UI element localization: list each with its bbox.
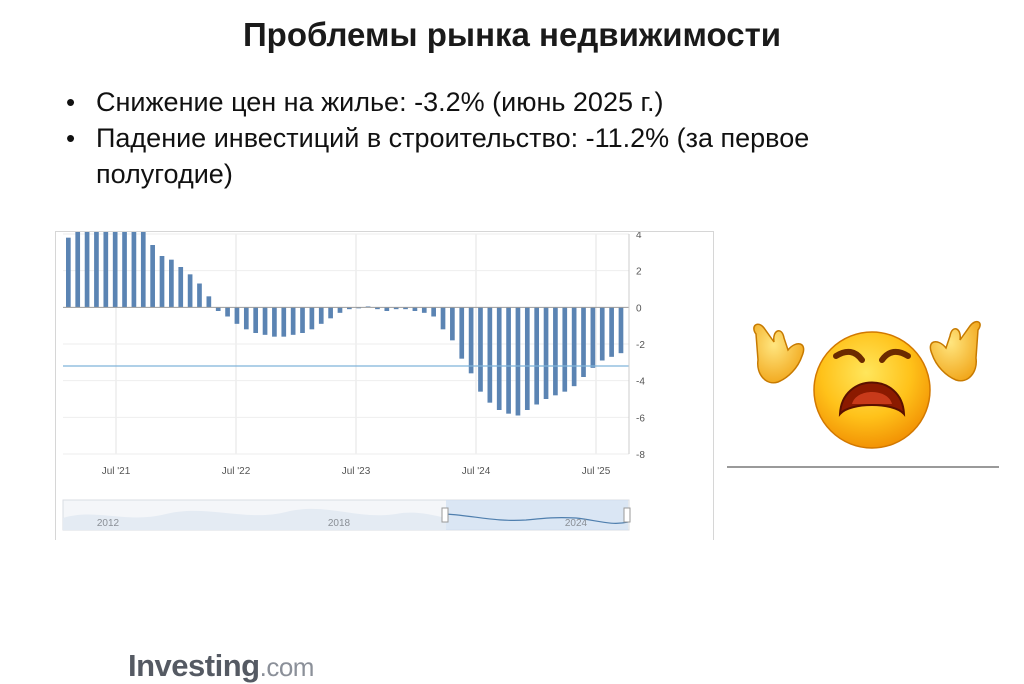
chart-bar xyxy=(599,307,605,361)
x-tick-label: Jul '22 xyxy=(222,466,251,477)
navigator-handle-right[interactable] xyxy=(623,507,631,523)
chart-bar xyxy=(403,307,408,310)
chart-bar xyxy=(159,256,165,308)
chart-bar xyxy=(618,307,624,354)
bullet-list: • Снижение цен на жилье: -3.2% (июнь 202… xyxy=(64,84,944,192)
y-tick-label: -8 xyxy=(636,450,645,461)
y-tick-label: -4 xyxy=(636,377,645,388)
chart-bar xyxy=(431,307,436,317)
chart-widget: Jul '21 Jul '22 Jul '23 Jul '24 Jul '25 4 2 0 -2… xyxy=(55,231,714,683)
chart-bar xyxy=(553,307,558,396)
chart-bar xyxy=(75,232,81,308)
divider-line xyxy=(727,466,999,468)
chart-bar xyxy=(169,259,174,308)
chart-bar xyxy=(187,274,193,308)
navigator-label: 2018 xyxy=(328,518,351,529)
x-tick-label: Jul '21 xyxy=(102,466,131,477)
chart-bar xyxy=(66,237,71,308)
chart-bar xyxy=(84,232,90,308)
y-tick-label: -2 xyxy=(636,340,645,351)
chart-bar xyxy=(496,307,502,410)
chart-bar xyxy=(262,307,268,335)
chart-bar xyxy=(384,307,390,311)
chart-bar xyxy=(459,307,465,359)
bullet-text: Падение инвестиций в строительство: -11.… xyxy=(96,123,810,189)
chart-bar xyxy=(94,232,99,308)
investing-logo: Investing.com xyxy=(128,648,314,684)
chart-bar xyxy=(131,232,137,308)
chart-bar xyxy=(347,307,352,310)
chart-bar xyxy=(450,307,455,341)
chart-bar xyxy=(524,307,530,410)
y-tick-label: 2 xyxy=(636,267,642,278)
bullet-text: Снижение цен на жилье: -3.2% (июнь 2025 … xyxy=(96,87,664,117)
chart-bar xyxy=(534,307,540,405)
bullet-item: • Снижение цен на жилье: -3.2% (июнь 202… xyxy=(64,84,944,120)
chart-bar xyxy=(206,296,212,308)
chart-bar xyxy=(272,307,277,337)
chart-bar xyxy=(178,267,184,308)
chart-bar xyxy=(215,307,221,311)
chart-bar xyxy=(243,307,249,330)
chart-bar xyxy=(309,307,315,330)
chart-bar xyxy=(234,307,240,324)
logo-brand: Investing xyxy=(128,648,260,683)
bar-chart: Jul '21 Jul '22 Jul '23 Jul '24 Jul '25 4 2 0 -2… xyxy=(62,232,645,531)
x-tick-label: Jul '24 xyxy=(462,466,491,477)
chart-bar xyxy=(318,307,324,324)
chart-bar xyxy=(571,307,577,387)
chart-bar xyxy=(440,307,446,330)
logo-suffix: .com xyxy=(259,652,315,682)
chart-bar xyxy=(468,307,474,374)
navigator-label: 2024 xyxy=(565,518,588,529)
chart-bar xyxy=(609,307,614,357)
bullet-item: • Падение инвестиций в строительство: -1… xyxy=(64,120,944,192)
chart-bar xyxy=(300,307,305,333)
chart-bar xyxy=(590,307,596,368)
right-hand-icon xyxy=(929,320,981,382)
navigator-selection xyxy=(446,500,628,530)
chart-bar xyxy=(337,307,343,313)
chart-bar xyxy=(478,307,483,392)
chart-bar xyxy=(412,307,418,311)
chart-bar xyxy=(562,307,568,392)
chart-bar xyxy=(225,307,230,317)
x-tick-label: Jul '23 xyxy=(342,466,371,477)
chart-bar xyxy=(506,307,511,414)
chart-bar xyxy=(253,307,259,333)
y-tick-label: -6 xyxy=(636,413,645,424)
chart-bar xyxy=(112,232,118,308)
bullet-dot-icon: • xyxy=(66,123,76,153)
chart-bar xyxy=(281,307,287,337)
chart-bar xyxy=(515,307,521,416)
chart-bar xyxy=(356,307,362,309)
chart-bar xyxy=(487,307,493,403)
chart-bar xyxy=(328,307,333,319)
navigator-line xyxy=(445,513,629,524)
chart-bar xyxy=(103,232,109,308)
navigator-label: 2012 xyxy=(97,518,120,529)
left-hand-icon xyxy=(753,323,805,384)
chart-bar xyxy=(197,283,202,308)
navigator-handle-left[interactable] xyxy=(441,507,449,523)
crying-emoji-icon xyxy=(753,320,981,449)
bullet-dot-icon: • xyxy=(66,87,76,117)
x-tick-label: Jul '25 xyxy=(582,466,611,477)
navigator-area xyxy=(63,508,446,530)
chart-bar xyxy=(393,307,399,310)
slide-title: Проблемы рынка недвижимости xyxy=(242,16,782,53)
y-tick-label: 0 xyxy=(636,303,642,314)
chart-bar xyxy=(140,232,146,308)
chart-bar xyxy=(122,232,127,308)
chart-bar xyxy=(290,307,296,335)
chart-bar xyxy=(581,307,586,377)
chart-bar xyxy=(150,245,155,308)
chart-bar xyxy=(421,307,427,313)
y-tick-label: 4 xyxy=(636,232,642,241)
chart-bar xyxy=(375,307,380,310)
chart-bar xyxy=(543,307,549,399)
